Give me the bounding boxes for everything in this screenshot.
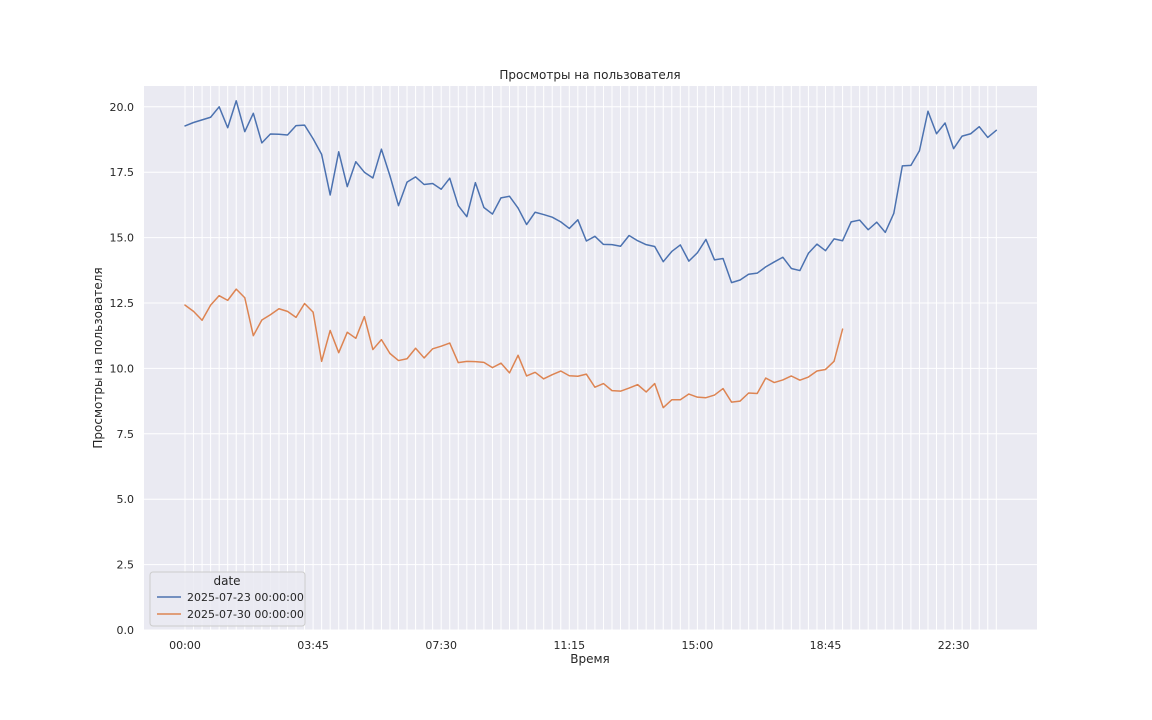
y-tick-label: 7.5 (117, 428, 135, 441)
y-tick-label: 5.0 (117, 493, 135, 506)
x-tick-label: 18:45 (810, 639, 842, 652)
x-tick-label: 07:30 (425, 639, 457, 652)
legend: date 2025-07-23 00:00:00 2025-07-30 00:00… (149, 571, 306, 627)
plot-area (144, 86, 1037, 630)
series-layer (184, 100, 998, 409)
x-axis-title: Время (570, 652, 610, 666)
y-tick-label: 17.5 (110, 166, 135, 179)
x-tick-label: 03:45 (297, 639, 329, 652)
legend-box (149, 571, 306, 627)
y-tick-label: 10.0 (110, 362, 135, 375)
x-tick-label: 11:15 (553, 639, 585, 652)
y-axis-ticks: 0.0 2.5 5.0 7.5 10.0 12.5 15.0 17.5 20.0 (110, 101, 135, 637)
x-tick-label: 15:00 (682, 639, 714, 652)
horizontal-grid (144, 106, 1037, 631)
legend-label: 2025-07-23 00:00:00 (187, 591, 304, 604)
legend-label: 2025-07-30 00:00:00 (187, 608, 304, 621)
y-tick-label: 0.0 (117, 624, 135, 637)
vertical-grid (184, 86, 997, 630)
y-tick-label: 12.5 (110, 297, 135, 310)
chart-title: Просмотры на пользователя (499, 68, 680, 82)
series-line-1 (184, 100, 998, 284)
y-axis-title: Просмотры на пользователя (91, 267, 105, 448)
y-tick-label: 20.0 (110, 101, 135, 114)
series-line-2 (184, 288, 844, 409)
x-axis-ticks: 00:00 03:45 07:30 11:15 15:00 18:45 22:30 (169, 639, 969, 652)
y-tick-label: 2.5 (117, 559, 135, 572)
y-tick-label: 15.0 (110, 232, 135, 245)
x-tick-label: 22:30 (938, 639, 970, 652)
x-tick-label: 00:00 (169, 639, 201, 652)
legend-title: date (213, 574, 240, 588)
